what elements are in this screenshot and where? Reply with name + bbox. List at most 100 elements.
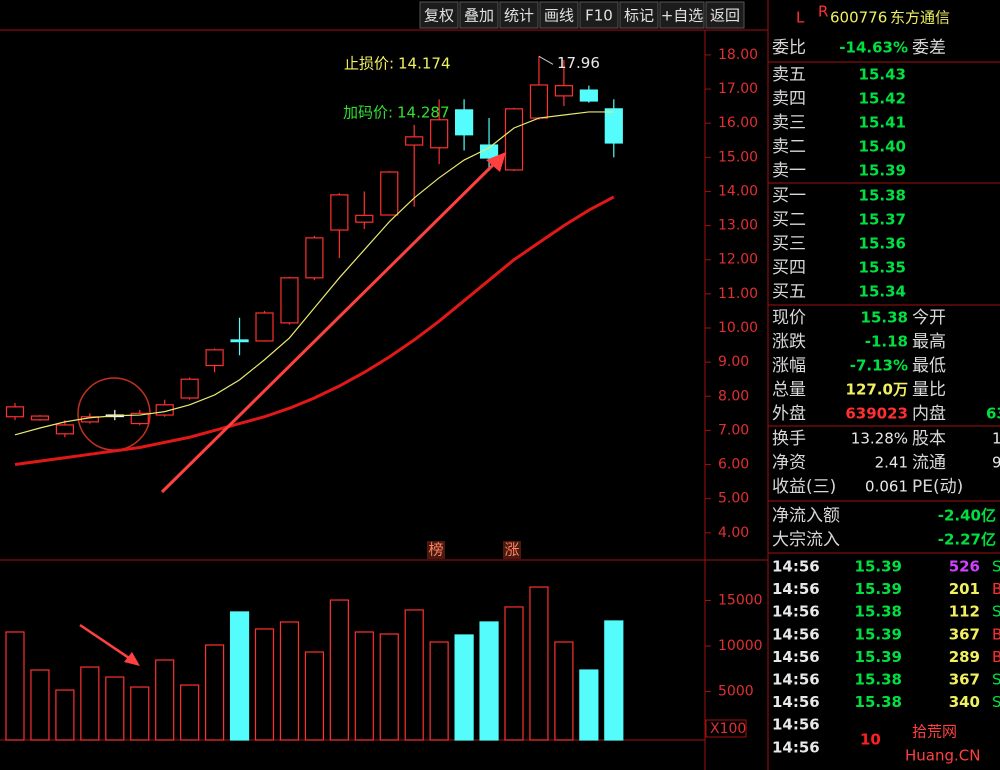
candle-body bbox=[355, 214, 374, 223]
label: 大宗流入 bbox=[772, 530, 840, 550]
order-label: 卖五 bbox=[772, 65, 806, 85]
label: 净流入额 bbox=[772, 506, 840, 526]
volume-bar bbox=[130, 686, 150, 741]
volume-bar bbox=[329, 599, 349, 741]
toolbar-label[interactable]: 复权 bbox=[424, 7, 454, 25]
tick-time: 14:56 bbox=[772, 671, 820, 689]
stock-name: 东方通信 bbox=[890, 9, 950, 27]
toolbar-label[interactable]: 画线 bbox=[544, 7, 574, 25]
toolbar-label[interactable]: 统计 bbox=[504, 7, 534, 25]
unit-label: X100 bbox=[710, 721, 746, 737]
candle-body bbox=[330, 194, 349, 231]
tick-price: 15.39 bbox=[855, 625, 902, 643]
y-tick-label: 13.00 bbox=[718, 218, 758, 234]
volume-bar bbox=[479, 621, 499, 741]
order-label: 买二 bbox=[772, 210, 806, 230]
tick-price: 15.39 bbox=[855, 558, 902, 576]
volume-bar bbox=[304, 651, 324, 741]
volume-bar bbox=[155, 659, 175, 741]
label: 量比 bbox=[912, 380, 946, 400]
candle-body bbox=[30, 415, 50, 421]
toolbar-label[interactable]: 标记 bbox=[624, 7, 654, 25]
tick-price: 15.38 bbox=[855, 693, 902, 711]
candle-body bbox=[579, 89, 598, 102]
value: 13.28% bbox=[851, 430, 908, 448]
tag: 涨 bbox=[504, 541, 519, 559]
volume-bar bbox=[279, 621, 300, 741]
tick-volume: 367 bbox=[949, 625, 980, 643]
volume-bar bbox=[504, 606, 524, 741]
order-label: 买一 bbox=[772, 186, 806, 206]
order-price: 15.34 bbox=[859, 283, 906, 301]
y-tick-label: 8.00 bbox=[718, 388, 749, 404]
order-price: 15.35 bbox=[859, 259, 906, 277]
label: 涨跌 bbox=[772, 332, 806, 352]
label: 外盘 bbox=[772, 404, 806, 424]
toolbar-label[interactable]: +自选 bbox=[661, 7, 704, 25]
tick-volume: 112 bbox=[949, 603, 980, 621]
toolbar-button[interactable] bbox=[419, 1, 459, 29]
y-tick-label: 5.00 bbox=[718, 491, 749, 507]
order-label: 买四 bbox=[772, 258, 806, 278]
tick-price: 15.39 bbox=[855, 580, 902, 598]
toolbar-button[interactable] bbox=[705, 1, 745, 29]
y-tick-label: 15000 bbox=[718, 592, 763, 608]
toolbar-label[interactable]: 返回 bbox=[710, 7, 740, 25]
candle-body bbox=[604, 108, 623, 144]
volume-bar bbox=[429, 641, 449, 741]
volume-bar bbox=[554, 641, 574, 741]
unit-box bbox=[705, 719, 747, 738]
tick-side: S bbox=[992, 558, 1000, 576]
candle-body bbox=[554, 85, 574, 97]
value: 15.38 bbox=[861, 309, 908, 327]
volume-bar bbox=[205, 644, 225, 741]
candle-body bbox=[305, 237, 324, 279]
candle-body bbox=[504, 108, 524, 171]
order-price: 15.36 bbox=[859, 235, 906, 253]
tick-time: 14:56 bbox=[772, 648, 820, 666]
arrows bbox=[79, 152, 506, 666]
y-tick-label: 9.00 bbox=[718, 354, 749, 370]
label: 现价 bbox=[772, 308, 806, 328]
tag-box bbox=[427, 541, 445, 559]
arrow bbox=[79, 623, 133, 662]
volume-bar bbox=[404, 609, 424, 741]
volume-bar bbox=[354, 631, 374, 741]
label: 涨幅 bbox=[772, 356, 806, 376]
toolbar-button[interactable] bbox=[459, 1, 499, 29]
value: 9 bbox=[992, 454, 1000, 472]
toolbar-label[interactable]: 叠加 bbox=[464, 7, 494, 25]
volume-bar bbox=[105, 676, 125, 741]
candle-body bbox=[255, 312, 274, 342]
tick-time: 14:56 bbox=[772, 693, 820, 711]
value: 2.41 bbox=[875, 454, 908, 472]
toolbar-button[interactable] bbox=[579, 1, 619, 29]
tick-side: B bbox=[992, 648, 1000, 666]
volume-bar bbox=[80, 666, 100, 741]
order-price: 15.37 bbox=[859, 211, 906, 229]
label: 最高 bbox=[912, 332, 946, 352]
flag: L bbox=[796, 9, 805, 27]
toolbar-label[interactable]: F10 bbox=[585, 7, 613, 25]
toolbar-button[interactable] bbox=[659, 1, 705, 29]
candle-body bbox=[479, 144, 499, 159]
tick-volume: 289 bbox=[949, 648, 980, 666]
toolbar-button[interactable] bbox=[619, 1, 659, 29]
moving-average bbox=[14, 195, 615, 467]
y-tick-label: 6.00 bbox=[718, 457, 749, 473]
tick-volume: 340 bbox=[949, 693, 980, 711]
volume-bar bbox=[579, 669, 599, 741]
value: 127.0万 bbox=[846, 381, 908, 399]
label: 委比 bbox=[772, 38, 806, 58]
candle-body bbox=[180, 378, 199, 399]
candle-body bbox=[230, 339, 249, 343]
arrow-head bbox=[124, 652, 140, 666]
toolbar-button[interactable] bbox=[539, 1, 579, 29]
label: 内盘 bbox=[912, 404, 946, 424]
candle-body bbox=[130, 412, 149, 425]
toolbar-button[interactable] bbox=[499, 1, 539, 29]
tick-side: S bbox=[992, 671, 1000, 689]
volume-bar bbox=[379, 633, 399, 741]
arrow bbox=[160, 160, 498, 494]
